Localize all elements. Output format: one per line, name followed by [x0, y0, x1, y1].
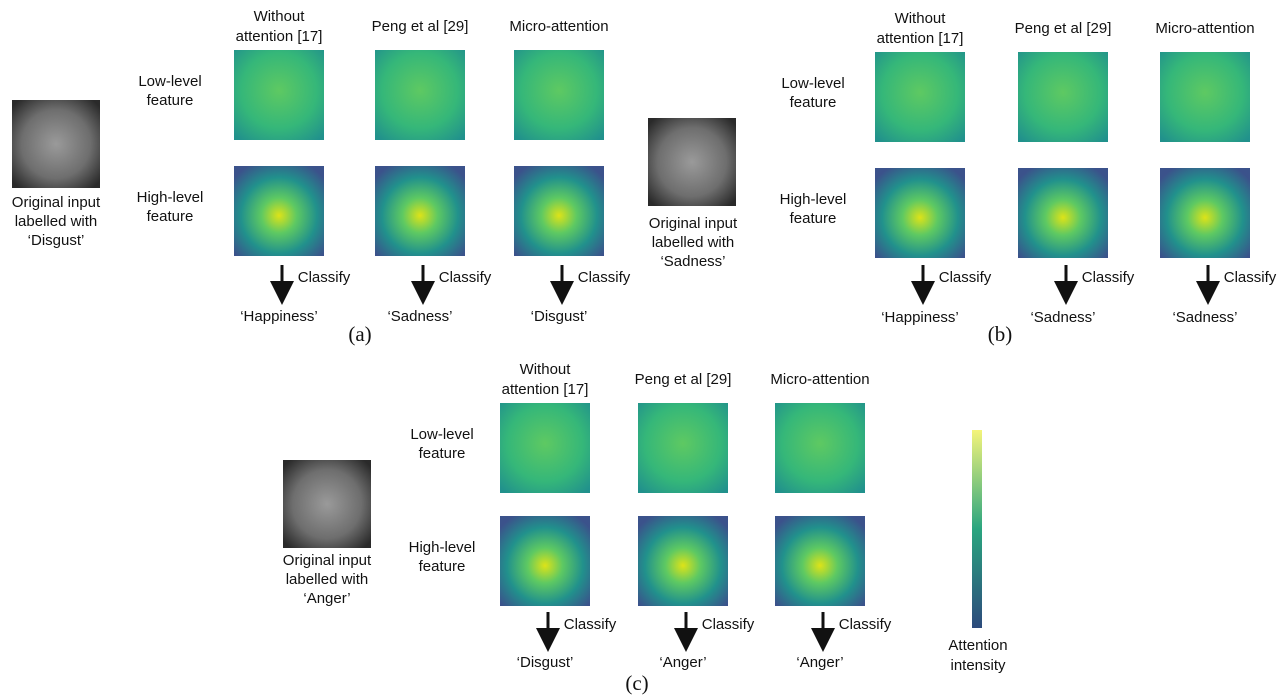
original-caption: ‘Disgust’ — [28, 232, 85, 249]
original-caption: Original input — [12, 194, 101, 211]
high-level-map — [234, 166, 324, 256]
row-label: Low-level — [410, 426, 473, 443]
panel-label: (a) — [348, 322, 371, 346]
row-label: feature — [419, 558, 466, 575]
high-level-map — [1018, 168, 1108, 258]
column-header: attention [17] — [502, 381, 589, 398]
panel-label: (b) — [988, 322, 1013, 346]
high-level-map — [500, 516, 590, 606]
panel-label: (c) — [625, 671, 648, 695]
original-caption: Original input — [283, 552, 372, 569]
action-label: Classify — [702, 616, 755, 633]
low-level-map — [638, 403, 728, 493]
action-label: Classify — [1224, 269, 1277, 286]
row-label: High-level — [780, 191, 847, 208]
row-label: feature — [147, 208, 194, 225]
column-header: Peng et al [29] — [1015, 20, 1112, 37]
row-label: Low-level — [138, 73, 201, 90]
column-header: Peng et al [29] — [635, 371, 732, 388]
prediction: ‘Disgust’ — [531, 308, 588, 325]
column-header: Micro-attention — [509, 18, 608, 35]
high-level-map — [638, 516, 728, 606]
action-label: Classify — [839, 616, 892, 633]
original-caption: labelled with — [286, 571, 369, 588]
low-level-map — [1018, 52, 1108, 142]
column-header: Without — [895, 10, 947, 27]
action-label: Classify — [439, 269, 492, 286]
prediction: ‘Sadness’ — [1030, 309, 1095, 326]
original-image — [12, 100, 100, 188]
column-header: Without — [254, 8, 306, 25]
original-caption: ‘Sadness’ — [660, 253, 725, 270]
row-label: feature — [790, 94, 837, 111]
high-level-map — [775, 516, 865, 606]
action-label: Classify — [578, 269, 631, 286]
prediction: ‘Sadness’ — [1172, 309, 1237, 326]
prediction: ‘Anger’ — [796, 654, 843, 671]
prediction: ‘Sadness’ — [387, 308, 452, 325]
column-header: Micro-attention — [770, 371, 869, 388]
figure: Attention intensity Original input labell… — [0, 0, 1284, 695]
row-label: High-level — [137, 189, 204, 206]
row-label: High-level — [409, 539, 476, 556]
column-header: attention [17] — [236, 28, 323, 45]
low-level-map — [775, 403, 865, 493]
action-label: Classify — [939, 269, 992, 286]
original-caption: ‘Anger’ — [303, 590, 350, 607]
colorbar — [972, 430, 982, 628]
original-caption: labelled with — [15, 213, 98, 230]
low-level-map — [875, 52, 965, 142]
row-label: feature — [419, 445, 466, 462]
column-header: attention [17] — [877, 30, 964, 47]
low-level-map — [375, 50, 465, 140]
high-level-map — [514, 166, 604, 256]
action-label: Classify — [564, 616, 617, 633]
original-image — [648, 118, 736, 206]
low-level-map — [1160, 52, 1250, 142]
row-label: feature — [790, 210, 837, 227]
column-header: Peng et al [29] — [372, 18, 469, 35]
low-level-map — [500, 403, 590, 493]
prediction: ‘Happiness’ — [881, 309, 959, 326]
prediction: ‘Happiness’ — [240, 308, 318, 325]
low-level-map — [514, 50, 604, 140]
colorbar-label: Attention — [948, 637, 1007, 654]
original-caption: Original input — [649, 215, 738, 232]
row-label: Low-level — [781, 75, 844, 92]
prediction: ‘Anger’ — [659, 654, 706, 671]
original-image — [283, 460, 371, 548]
column-header: Without — [520, 361, 572, 378]
colorbar-label: intensity — [950, 657, 1006, 674]
original-caption: labelled with — [652, 234, 735, 251]
action-label: Classify — [1082, 269, 1135, 286]
row-label: feature — [147, 92, 194, 109]
low-level-map — [234, 50, 324, 140]
high-level-map — [1160, 168, 1250, 258]
high-level-map — [875, 168, 965, 258]
action-label: Classify — [298, 269, 351, 286]
high-level-map — [375, 166, 465, 256]
column-header: Micro-attention — [1155, 20, 1254, 37]
prediction: ‘Disgust’ — [517, 654, 574, 671]
